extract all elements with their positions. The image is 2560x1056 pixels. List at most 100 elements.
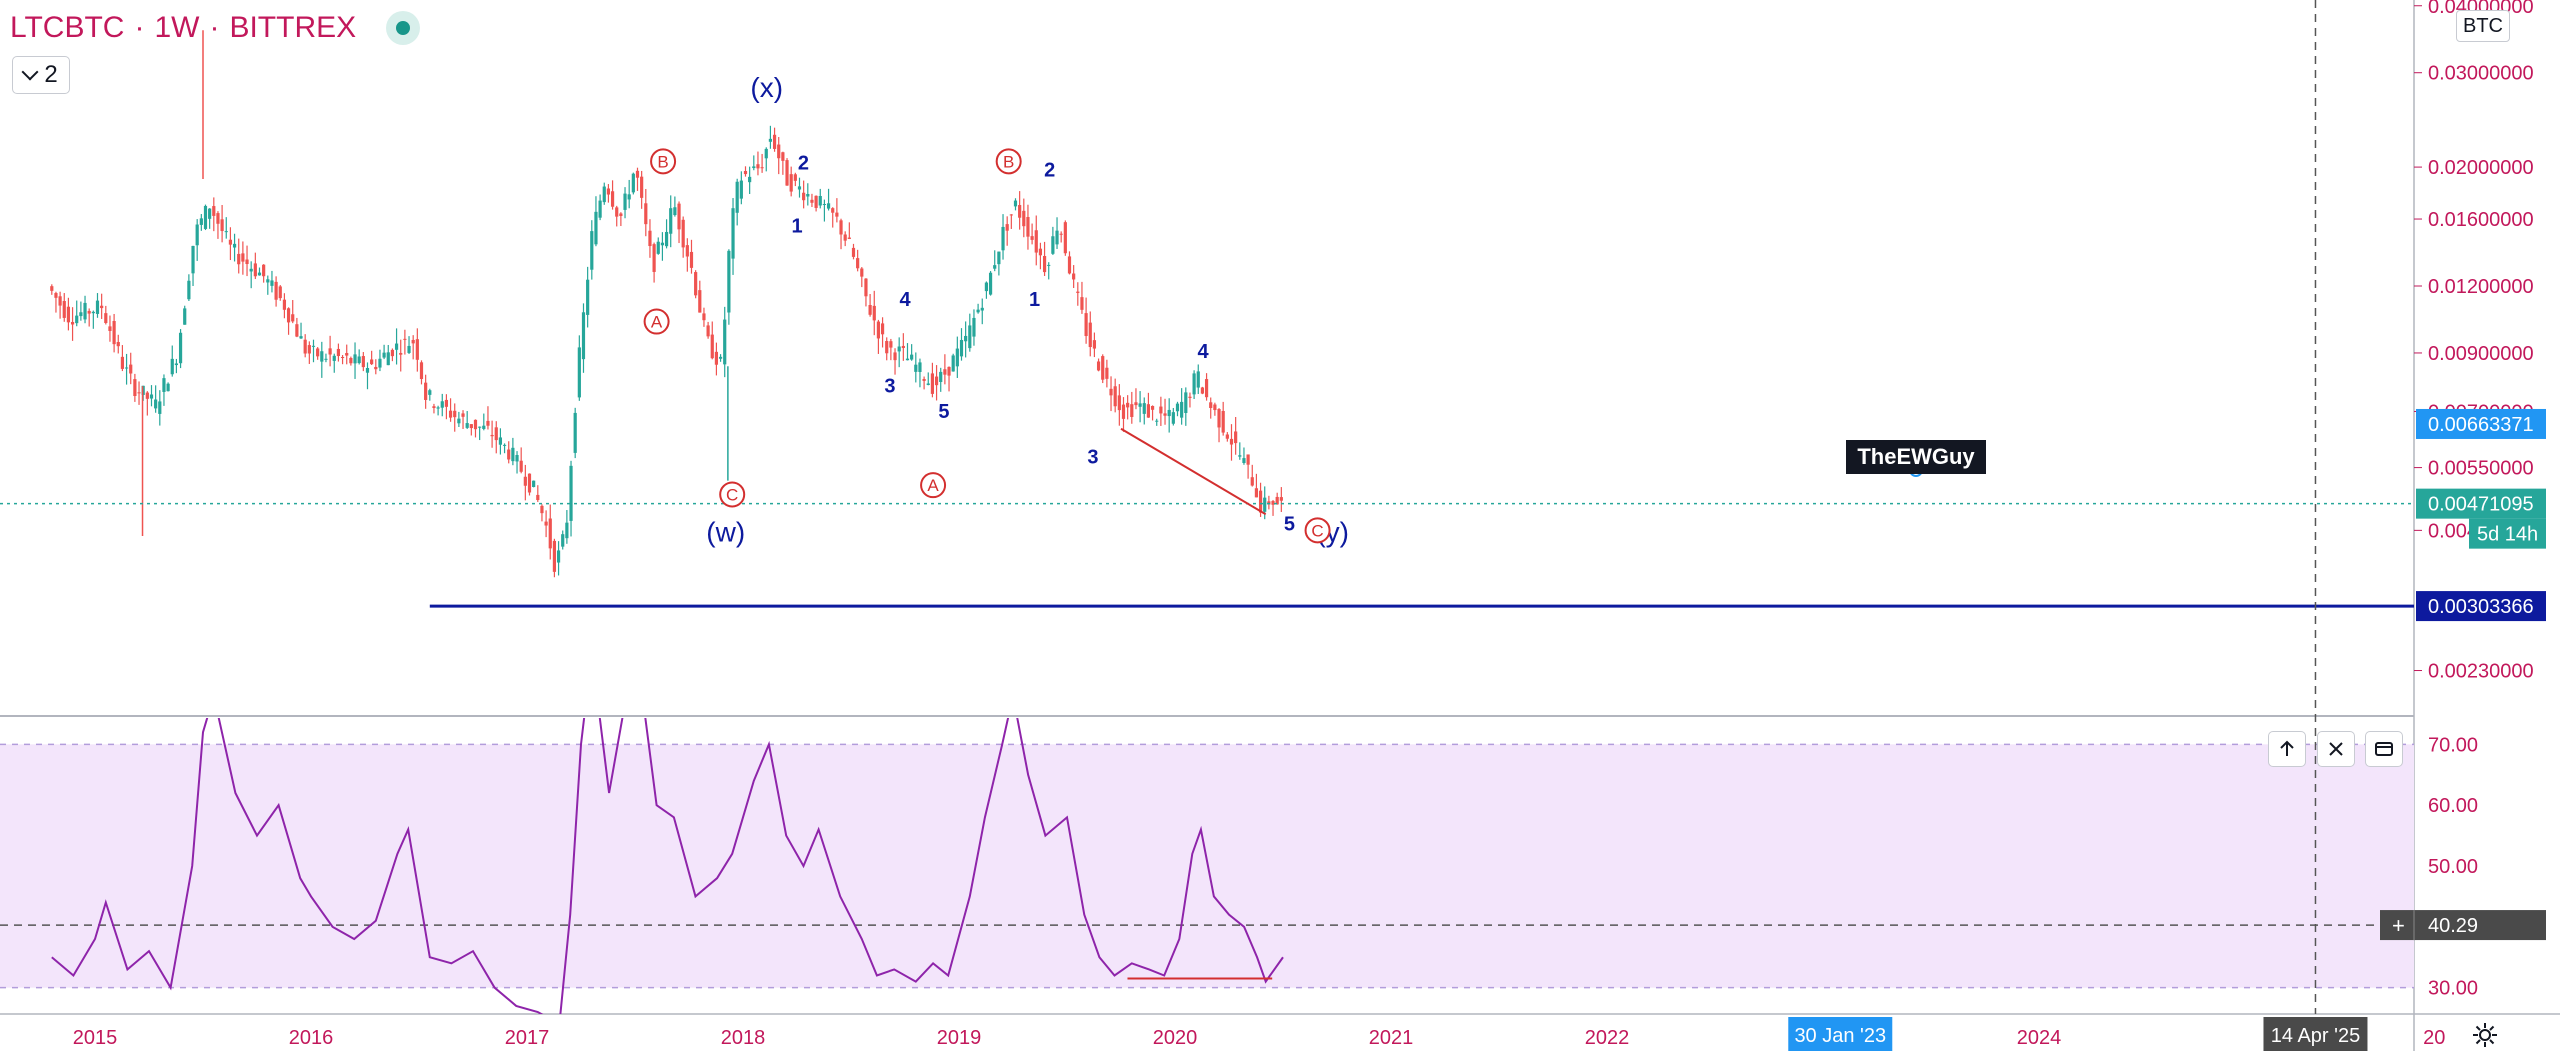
symbol-name[interactable]: LTCBTC (10, 11, 125, 44)
candle-body (619, 213, 623, 216)
candle-body (955, 348, 959, 367)
candle-body (170, 358, 174, 375)
candle-body (1258, 490, 1263, 513)
interval-label[interactable]: 1W (154, 11, 200, 44)
wave-label: 2 (1044, 160, 1055, 182)
currency-badge[interactable]: BTC (2456, 10, 2510, 42)
candle-body (54, 293, 58, 298)
candle-body (1150, 405, 1155, 410)
symbol-header: LTCBTC · 1W · BITTREX (10, 8, 421, 48)
candle-body (540, 505, 544, 514)
candle-body (108, 326, 112, 331)
candle-body (926, 383, 930, 385)
candle-body (889, 341, 893, 348)
candle-body (939, 371, 943, 383)
candle-body (631, 173, 635, 193)
candle-body (174, 363, 179, 366)
current-price-label: 0.00471095 (2428, 494, 2534, 516)
candle-body (187, 280, 191, 300)
candle-body (1055, 230, 1059, 245)
time-tick-label: 2015 (73, 1027, 118, 1049)
candle-body (87, 310, 91, 314)
indicator-count: 2 (44, 61, 58, 88)
add-plus-icon: + (2392, 913, 2405, 938)
candle-body (1026, 216, 1030, 237)
wave-label: B (1003, 152, 1014, 171)
close-pane-button[interactable] (2317, 731, 2355, 767)
candle-body (993, 265, 997, 269)
wave-label-circle (650, 148, 677, 175)
candle-body (577, 347, 581, 398)
candle-body (669, 208, 673, 234)
candle-body (432, 406, 436, 408)
candle-body (822, 204, 827, 206)
candle-body (62, 301, 66, 318)
candle-body (345, 353, 349, 356)
header-separator: · (134, 11, 145, 44)
countdown-label: 5d 14h (2477, 524, 2538, 546)
candle-body (648, 230, 652, 247)
wave-label: 4 (899, 289, 911, 311)
time-tick-label: 2022 (1585, 1027, 1630, 1049)
candle-body (760, 167, 764, 169)
candle-body (835, 212, 839, 217)
rsi-tick-label: 70.00 (2428, 734, 2478, 756)
cursor-date-label-bg (1788, 1017, 1893, 1051)
candle-body (598, 200, 602, 218)
candle-body (748, 176, 752, 183)
candle-body (419, 362, 424, 380)
candle-body (129, 364, 133, 374)
maximize-pane-button[interactable] (2365, 731, 2403, 767)
candle-body (615, 207, 619, 217)
author-watermark: TheEWGuy (1846, 440, 1986, 474)
candle-body (232, 243, 237, 248)
wave-label: 3 (1087, 446, 1098, 468)
candle-body (714, 351, 719, 365)
candle-body (976, 309, 980, 313)
candle-body (1076, 291, 1080, 293)
candle-body (1138, 403, 1142, 407)
candle-body (291, 314, 295, 322)
candle-body (777, 144, 781, 159)
move-pane-up-button[interactable] (2268, 731, 2306, 767)
candle-body (502, 444, 507, 446)
candle-body (1134, 402, 1138, 406)
legend-collapse-button[interactable]: 2 (12, 56, 70, 94)
candle-body (365, 368, 370, 373)
candle-body (212, 206, 216, 216)
candle-body (1229, 438, 1234, 445)
candle-body (843, 234, 847, 241)
candle-body (95, 300, 100, 314)
wave-label: 2 (798, 152, 809, 174)
candle-body (91, 311, 95, 314)
wave-label-circle (719, 481, 746, 508)
candle-body (436, 407, 440, 409)
candle-body (1034, 230, 1038, 253)
candle-body (851, 247, 856, 257)
candle-body (149, 394, 154, 399)
candle-body (154, 399, 158, 409)
gear-icon[interactable] (2470, 1020, 2500, 1050)
candle-body (710, 334, 714, 359)
candle-body (781, 152, 785, 161)
candle-body (802, 192, 806, 201)
candle-body (282, 299, 287, 310)
candle-body (739, 180, 743, 199)
candle-body (1225, 434, 1229, 439)
candle-body (656, 241, 660, 254)
candle-body (727, 250, 731, 313)
candle-body (980, 307, 984, 311)
candle-body (556, 550, 561, 563)
candle-body (947, 366, 951, 376)
market-status-icon (386, 11, 421, 45)
candle-body (1180, 401, 1184, 418)
candle-body (968, 325, 972, 349)
candle-body (237, 253, 241, 265)
candle-body (864, 278, 868, 297)
candle-body (673, 207, 677, 216)
rsi-tick-label: 50.00 (2428, 856, 2478, 878)
price-tick-label: 0.00550000 (2428, 458, 2534, 480)
candle-body (1092, 340, 1097, 349)
